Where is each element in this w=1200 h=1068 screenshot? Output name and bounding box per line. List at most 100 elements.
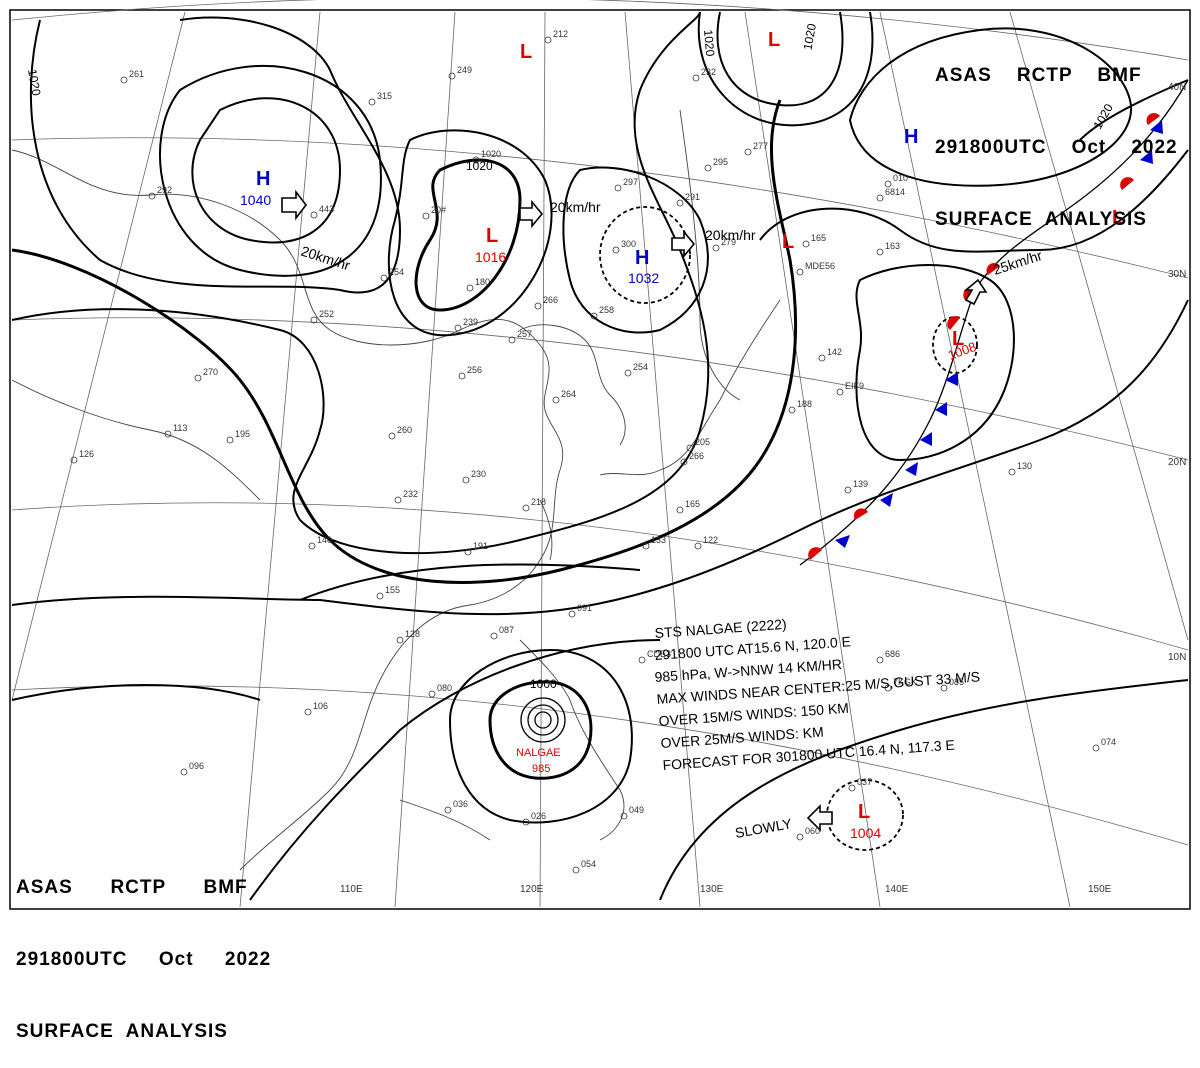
station-value: 260 (397, 425, 412, 435)
station-value: 049 (629, 805, 644, 815)
station-value: 252 (319, 309, 334, 319)
station-value: 1020 (481, 149, 501, 159)
station-value: 133 (651, 535, 666, 545)
station-value: 037 (857, 777, 872, 787)
station-value: 218 (531, 497, 546, 507)
station-value: 195 (235, 429, 250, 439)
station-marker (884, 180, 892, 188)
lon-label-110e: 110E (340, 884, 363, 895)
station-value: 191 (473, 541, 488, 551)
cold-front-triangles (835, 120, 1163, 548)
high-1032-value: 1032 (628, 270, 659, 286)
station-marker (638, 656, 646, 664)
station-marker (508, 336, 516, 344)
station-marker (466, 284, 474, 292)
station-marker (848, 784, 856, 792)
station-value: 026 (531, 811, 546, 821)
low-japan-letter: L (782, 231, 794, 253)
station-marker (304, 708, 312, 716)
isobar-label-1000: 1000 (530, 677, 557, 691)
cold-tri-3 (905, 462, 918, 476)
station-value: 188 (797, 399, 812, 409)
isobar-low-north-2 (697, 11, 874, 127)
header-top-line3: SURFACE ANALYSIS (935, 209, 1147, 230)
station-marker (490, 632, 498, 640)
lon-line-100e (11, 11, 186, 701)
motion-label-1032: 20km/hr (705, 227, 756, 243)
isobar-label-1020-north: 1020 (701, 29, 717, 57)
station-marker (462, 476, 470, 484)
low-north-letter: L (520, 41, 532, 63)
header-bottom-line1: ASAS RCTP BMF (16, 877, 248, 898)
cold-tri-2 (880, 493, 893, 507)
station-value: 122 (703, 535, 718, 545)
station-value: 126 (79, 449, 94, 459)
station-value: 443 (319, 204, 334, 214)
station-value: 165 (811, 233, 826, 243)
station-marker (572, 866, 580, 874)
station-marker (694, 542, 702, 550)
station-marker (624, 369, 632, 377)
station-marker (676, 199, 684, 207)
station-marker (70, 456, 78, 464)
motion-label-1016: 20km/hr (550, 199, 601, 215)
typhoon-circle-inner (534, 711, 552, 729)
station-marker (788, 406, 796, 414)
typhoon-name: NALGAE (516, 747, 561, 759)
isobar-nalgae-outer (448, 648, 633, 824)
isobar-south-east (659, 679, 1189, 901)
lon-line-160e (1009, 11, 1189, 641)
lat-line-40n (11, 0, 1189, 61)
station-marker (552, 396, 560, 404)
high-1040-letter: H (256, 168, 270, 190)
warm-semi-6 (1120, 177, 1134, 190)
station-marker (422, 212, 430, 220)
isobars (11, 11, 1189, 901)
coast-borneo (399, 799, 491, 841)
isobar-1008-dashed (932, 316, 978, 374)
low-ne-letter: L (1112, 207, 1124, 229)
arrow-1040 (281, 189, 308, 221)
station-value: 249 (457, 65, 472, 75)
station-marker (876, 656, 884, 664)
isobar-1032-dashed (599, 206, 691, 304)
typhoon-circle-mid (527, 704, 559, 736)
header-bottom-line2: 291800UTC Oct 2022 (16, 949, 272, 970)
station-marker (376, 592, 384, 600)
lat-label-10n: 10N (1168, 652, 1186, 663)
isobar-1032-outer (562, 166, 709, 334)
warm-semi-3 (947, 316, 960, 330)
isobar-1012 (11, 299, 1189, 616)
lat-label-20n: 20N (1168, 457, 1186, 468)
station-value: 091 (577, 603, 592, 613)
warm-semi-7 (1146, 113, 1160, 125)
station-marker (802, 240, 810, 248)
station-value: 010 (893, 173, 908, 183)
lat-line-20n (11, 317, 1189, 461)
isobar-1020-ne (1079, 79, 1189, 141)
station-value: MDE56 (805, 261, 835, 271)
station-marker (388, 432, 396, 440)
lon-label-150e: 150E (1088, 884, 1112, 895)
station-value: 205 (695, 437, 710, 447)
station-value: 277 (753, 141, 768, 151)
station-marker (686, 444, 694, 452)
weather-chart: 212 249 315 261 292 443 254 252 270 113 195 126 297 2… (9, 0, 1191, 910)
station-value: 261 (129, 69, 144, 79)
station-value: 139 (853, 479, 868, 489)
graticule-labels: 40N 30N 20N 10N 110E 120E 130E 140E 150E (340, 82, 1186, 895)
station-value: 113 (173, 423, 187, 433)
typhoon-label: NALGAE 985 (516, 747, 561, 775)
header-top-line1: ASAS RCTP BMF (935, 65, 1142, 86)
station-value: 297 (623, 177, 638, 187)
typhoon-circle-outer (520, 697, 566, 743)
station-marker (544, 36, 552, 44)
station-marker (458, 372, 466, 380)
header-bottom: ASAS RCTP BMF 291800UTC Oct 2022 SURFACE… (16, 828, 271, 1068)
low-1016-letter: L (486, 225, 498, 247)
station-marker (444, 806, 452, 814)
station-value: 232 (701, 67, 716, 77)
isobar-label-1020-west: 1020 (25, 68, 43, 97)
station-marker (796, 833, 804, 841)
station-marker (612, 246, 620, 254)
